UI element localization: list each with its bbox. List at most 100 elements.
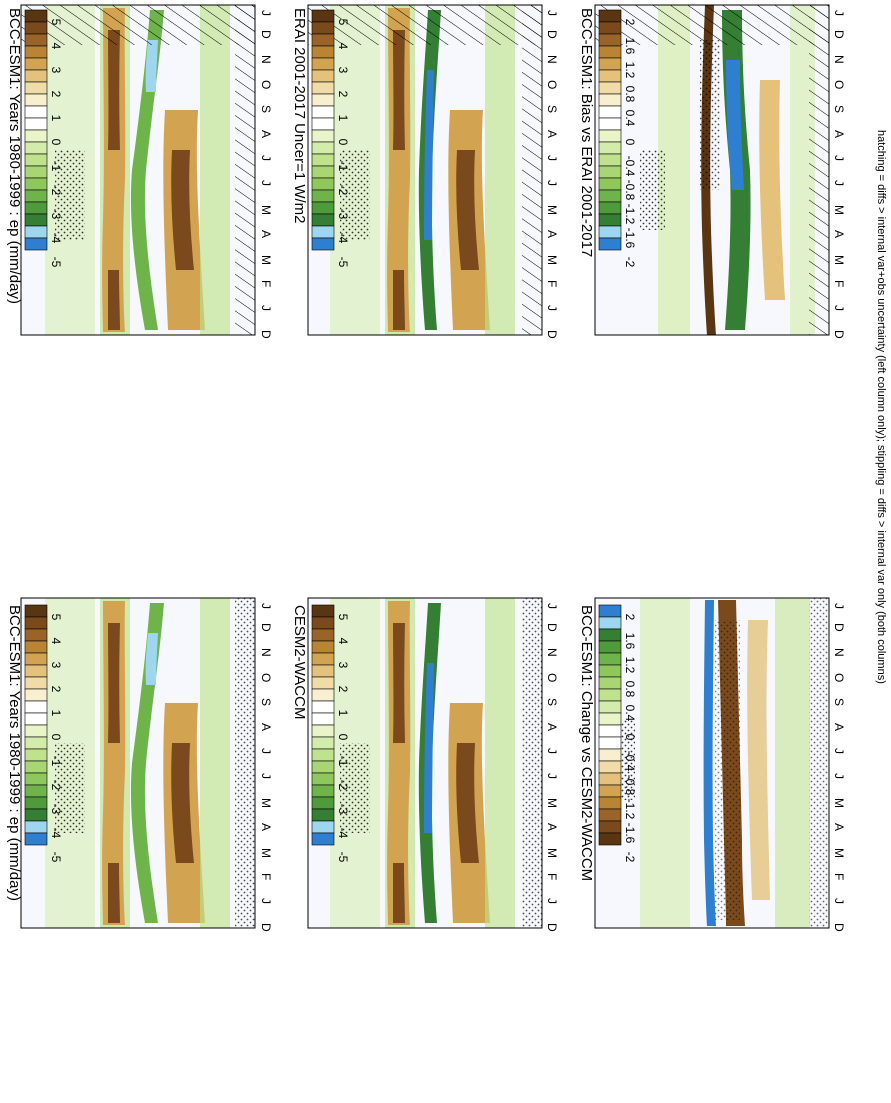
month-label: M — [259, 205, 273, 215]
colorbar-tick-label: -1.6 — [623, 823, 637, 844]
colorbar-tick-label: 3 — [49, 67, 63, 74]
hatch-region-bottom — [809, 5, 829, 335]
colorbar-tick-label: -1 — [336, 161, 350, 172]
colorbar-swatch — [311, 616, 335, 630]
colorbar-swatch — [311, 652, 335, 666]
colorbar-swatch — [598, 129, 622, 143]
colorbar-swatch — [24, 225, 48, 239]
month-label: J — [832, 305, 846, 311]
month-label: M — [545, 798, 559, 808]
colorbar-swatch — [24, 652, 48, 666]
colorbar-swatch — [598, 177, 622, 191]
colorbar-swatch — [311, 832, 335, 846]
hatch-region-top — [308, 5, 542, 45]
colorbar-swatch — [598, 165, 622, 179]
month-label: A — [832, 130, 846, 138]
stipple-region-edge — [809, 598, 829, 928]
band-itcz-core — [145, 40, 158, 92]
month-label: D — [832, 330, 846, 339]
band-south-moist — [485, 598, 515, 928]
month-label: N — [545, 55, 559, 64]
panel-climatology-bcc-left: 80 60 °N 20 0 20 °S 60 80 BCC- — [6, 4, 273, 339]
colorbar-swatch — [598, 33, 622, 47]
colorbar-swatch — [311, 820, 335, 834]
colorbar-swatch — [598, 225, 622, 239]
colorbar-swatch — [24, 177, 48, 191]
month-label: N — [832, 55, 846, 64]
colorbar-swatch — [598, 724, 622, 738]
colorbar-swatch — [598, 616, 622, 630]
colorbar-tick-label: -0.4 — [623, 156, 637, 177]
month-label: D — [832, 30, 846, 39]
panel-erai-reference: 80 60 °N 20 0 20 °S 60 80 ERAI — [291, 4, 559, 339]
month-label: F — [832, 280, 846, 287]
band-south-moist — [775, 598, 810, 928]
colorbar-swatch — [311, 129, 335, 143]
month-label: A — [259, 130, 273, 138]
band-itcz-core — [424, 70, 434, 240]
stipple-region-edge — [522, 598, 542, 928]
colorbar-swatch — [598, 93, 622, 107]
month-label: J — [832, 10, 846, 16]
month-label: O — [259, 80, 273, 89]
month-label: J — [545, 305, 559, 311]
band-south-dry-core — [456, 150, 479, 270]
month-label: O — [259, 673, 273, 682]
month-label: J — [545, 898, 559, 904]
colorbar-tick-label: -3 — [49, 209, 63, 220]
colorbar — [311, 9, 335, 251]
month-label: J — [259, 748, 273, 754]
month-label: F — [832, 873, 846, 880]
stipple-region — [55, 150, 85, 240]
month-label: J — [259, 305, 273, 311]
colorbar-swatch — [598, 640, 622, 654]
hatch-region-top — [21, 5, 255, 45]
month-label: M — [545, 848, 559, 858]
colorbar-tick-label: 1.6 — [623, 633, 637, 650]
plot-frame — [594, 597, 830, 929]
band-south-moist — [200, 5, 230, 335]
colorbar-tick-label: -5 — [336, 257, 350, 268]
month-label: M — [832, 205, 846, 215]
colorbar-tick-label: -4 — [336, 233, 350, 244]
panel-title: BCC-ESM1: Change vs CESM2-WACCM — [578, 605, 595, 881]
colorbar-swatch — [598, 117, 622, 131]
colorbar-swatch — [311, 676, 335, 690]
heatmap-field — [21, 5, 255, 335]
colorbar-tick-label: -3 — [49, 804, 63, 815]
colorbar-tick-label: -4 — [336, 828, 350, 839]
month-label: D — [259, 30, 273, 39]
colorbar-tick-label: -5 — [49, 257, 63, 268]
panel-bias-vs-erai: 80 60 °N 20 0 20 °S 60 80 BCC-ESM1: Bias… — [578, 4, 846, 339]
month-label: A — [545, 130, 559, 138]
colorbar-swatch — [598, 664, 622, 678]
month-label: M — [832, 848, 846, 858]
colorbar-swatch — [598, 700, 622, 714]
colorbar-swatch — [24, 201, 48, 215]
month-label: J — [832, 155, 846, 161]
month-label: A — [545, 823, 559, 831]
colorbar-swatch — [24, 820, 48, 834]
month-label: J — [832, 748, 846, 754]
month-label: N — [259, 648, 273, 657]
colorbar-swatch — [24, 141, 48, 155]
band-north-dry-core-2 — [393, 863, 405, 923]
colorbar-swatch — [24, 748, 48, 762]
colorbar-swatch — [598, 748, 622, 762]
heatmap-field — [595, 5, 829, 335]
colorbar-tick-label: -4 — [49, 828, 63, 839]
colorbar-tick-label: 5 — [336, 19, 350, 26]
colorbar-swatch — [24, 57, 48, 71]
colorbar-swatch — [598, 81, 622, 95]
colorbar-tick-label: 3 — [336, 67, 350, 74]
colorbar-tick-label: 1 — [336, 710, 350, 717]
plot-frame — [20, 597, 256, 929]
colorbar-swatch — [598, 189, 622, 203]
colorbar-tick-labels: 2 1.6 1.2 0.8 0.4 0 -0.4 -0.8 -1.2 -1.6 -2 — [623, 614, 637, 863]
colorbar — [598, 9, 622, 251]
colorbar-swatch — [598, 772, 622, 786]
colorbar-swatch — [598, 676, 622, 690]
colorbar-tick-label: -1 — [49, 161, 63, 172]
month-label: J — [259, 603, 273, 609]
colorbar-swatch — [24, 189, 48, 203]
